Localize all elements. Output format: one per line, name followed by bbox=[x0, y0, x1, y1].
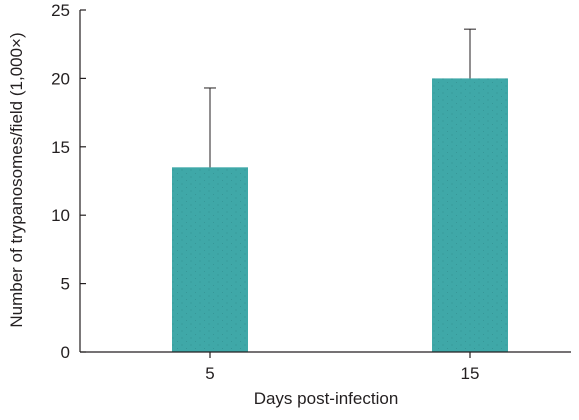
y-ticks-layer: 0 5 10 15 20 25 bbox=[51, 1, 86, 362]
bars-layer bbox=[172, 78, 508, 353]
axes-layer bbox=[79, 10, 571, 353]
y-axis-title: Number of trypanosomes/field (1,000×) bbox=[7, 32, 26, 327]
y-tick-label-10: 10 bbox=[51, 206, 70, 225]
bar-texture-15 bbox=[432, 78, 508, 353]
x-tick-label-5: 5 bbox=[205, 364, 214, 383]
y-tick-label-15: 15 bbox=[51, 138, 70, 157]
x-ticks-layer: 5 15 bbox=[205, 352, 479, 383]
y-tick-label-0: 0 bbox=[61, 343, 70, 362]
error-bars-layer bbox=[204, 28, 476, 168]
y-tick-label-20: 20 bbox=[51, 69, 70, 88]
y-tick-label-5: 5 bbox=[61, 275, 70, 294]
bar-texture-5 bbox=[172, 167, 248, 352]
x-axis-title: Days post-infection bbox=[254, 389, 399, 408]
y-tick-label-25: 25 bbox=[51, 1, 70, 20]
x-tick-label-15: 15 bbox=[461, 364, 480, 383]
